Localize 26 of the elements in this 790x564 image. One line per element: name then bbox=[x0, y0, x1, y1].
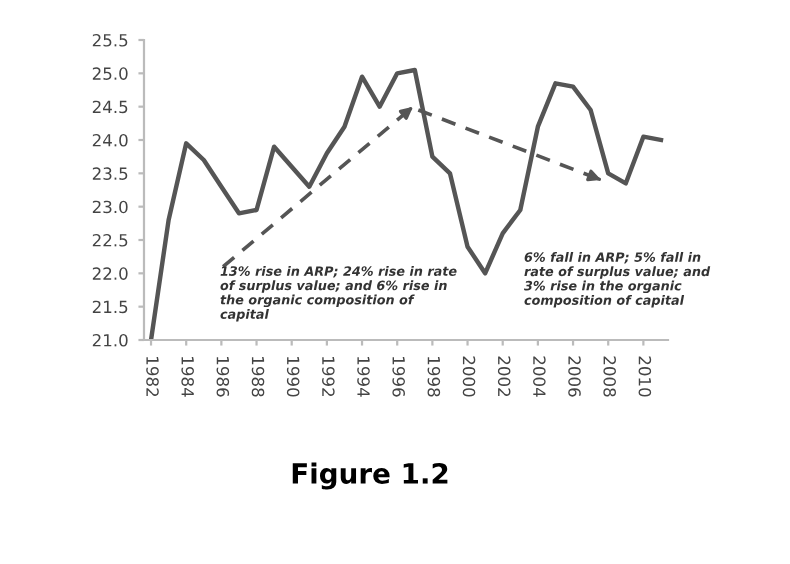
x-tick-label: 2006 bbox=[568, 356, 581, 397]
x-tick-label: 1984 bbox=[181, 357, 194, 397]
y-tick-label: 21.5 bbox=[92, 300, 128, 314]
x-tick-label: 1982 bbox=[146, 357, 159, 397]
x-tick-label: 2008 bbox=[603, 356, 616, 397]
x-tick-label: 2010 bbox=[638, 356, 652, 397]
y-tick-label: 24.5 bbox=[92, 100, 128, 114]
x-tick-label: 1998 bbox=[427, 357, 441, 397]
y-tick-label: 22.0 bbox=[92, 267, 128, 280]
y-tick-label: 23.0 bbox=[92, 200, 128, 214]
x-tick-label: 2004 bbox=[533, 356, 546, 397]
x-tick-label: 1988 bbox=[251, 357, 265, 397]
x-tick-label: 1994 bbox=[357, 357, 370, 397]
y-tick-label: 22.5 bbox=[92, 233, 128, 247]
y-tick-label: 21.0 bbox=[92, 333, 128, 347]
caption: Figure 1.2 bbox=[292, 462, 448, 490]
x-tick-label: 1996 bbox=[392, 357, 405, 397]
x-tick-label: 2002 bbox=[497, 356, 511, 397]
y-tick-label: 23.5 bbox=[92, 167, 128, 180]
y-tick-label: 24.0 bbox=[92, 133, 128, 147]
x-tick-label: 1986 bbox=[216, 357, 230, 397]
x-tick-label: 1990 bbox=[286, 357, 300, 397]
y-tick-label: 25.0 bbox=[92, 67, 128, 80]
x-tick-label: 1992 bbox=[322, 357, 335, 397]
y-tick-label: 25.5 bbox=[92, 33, 128, 47]
x-tick-label: 2000 bbox=[462, 356, 476, 397]
